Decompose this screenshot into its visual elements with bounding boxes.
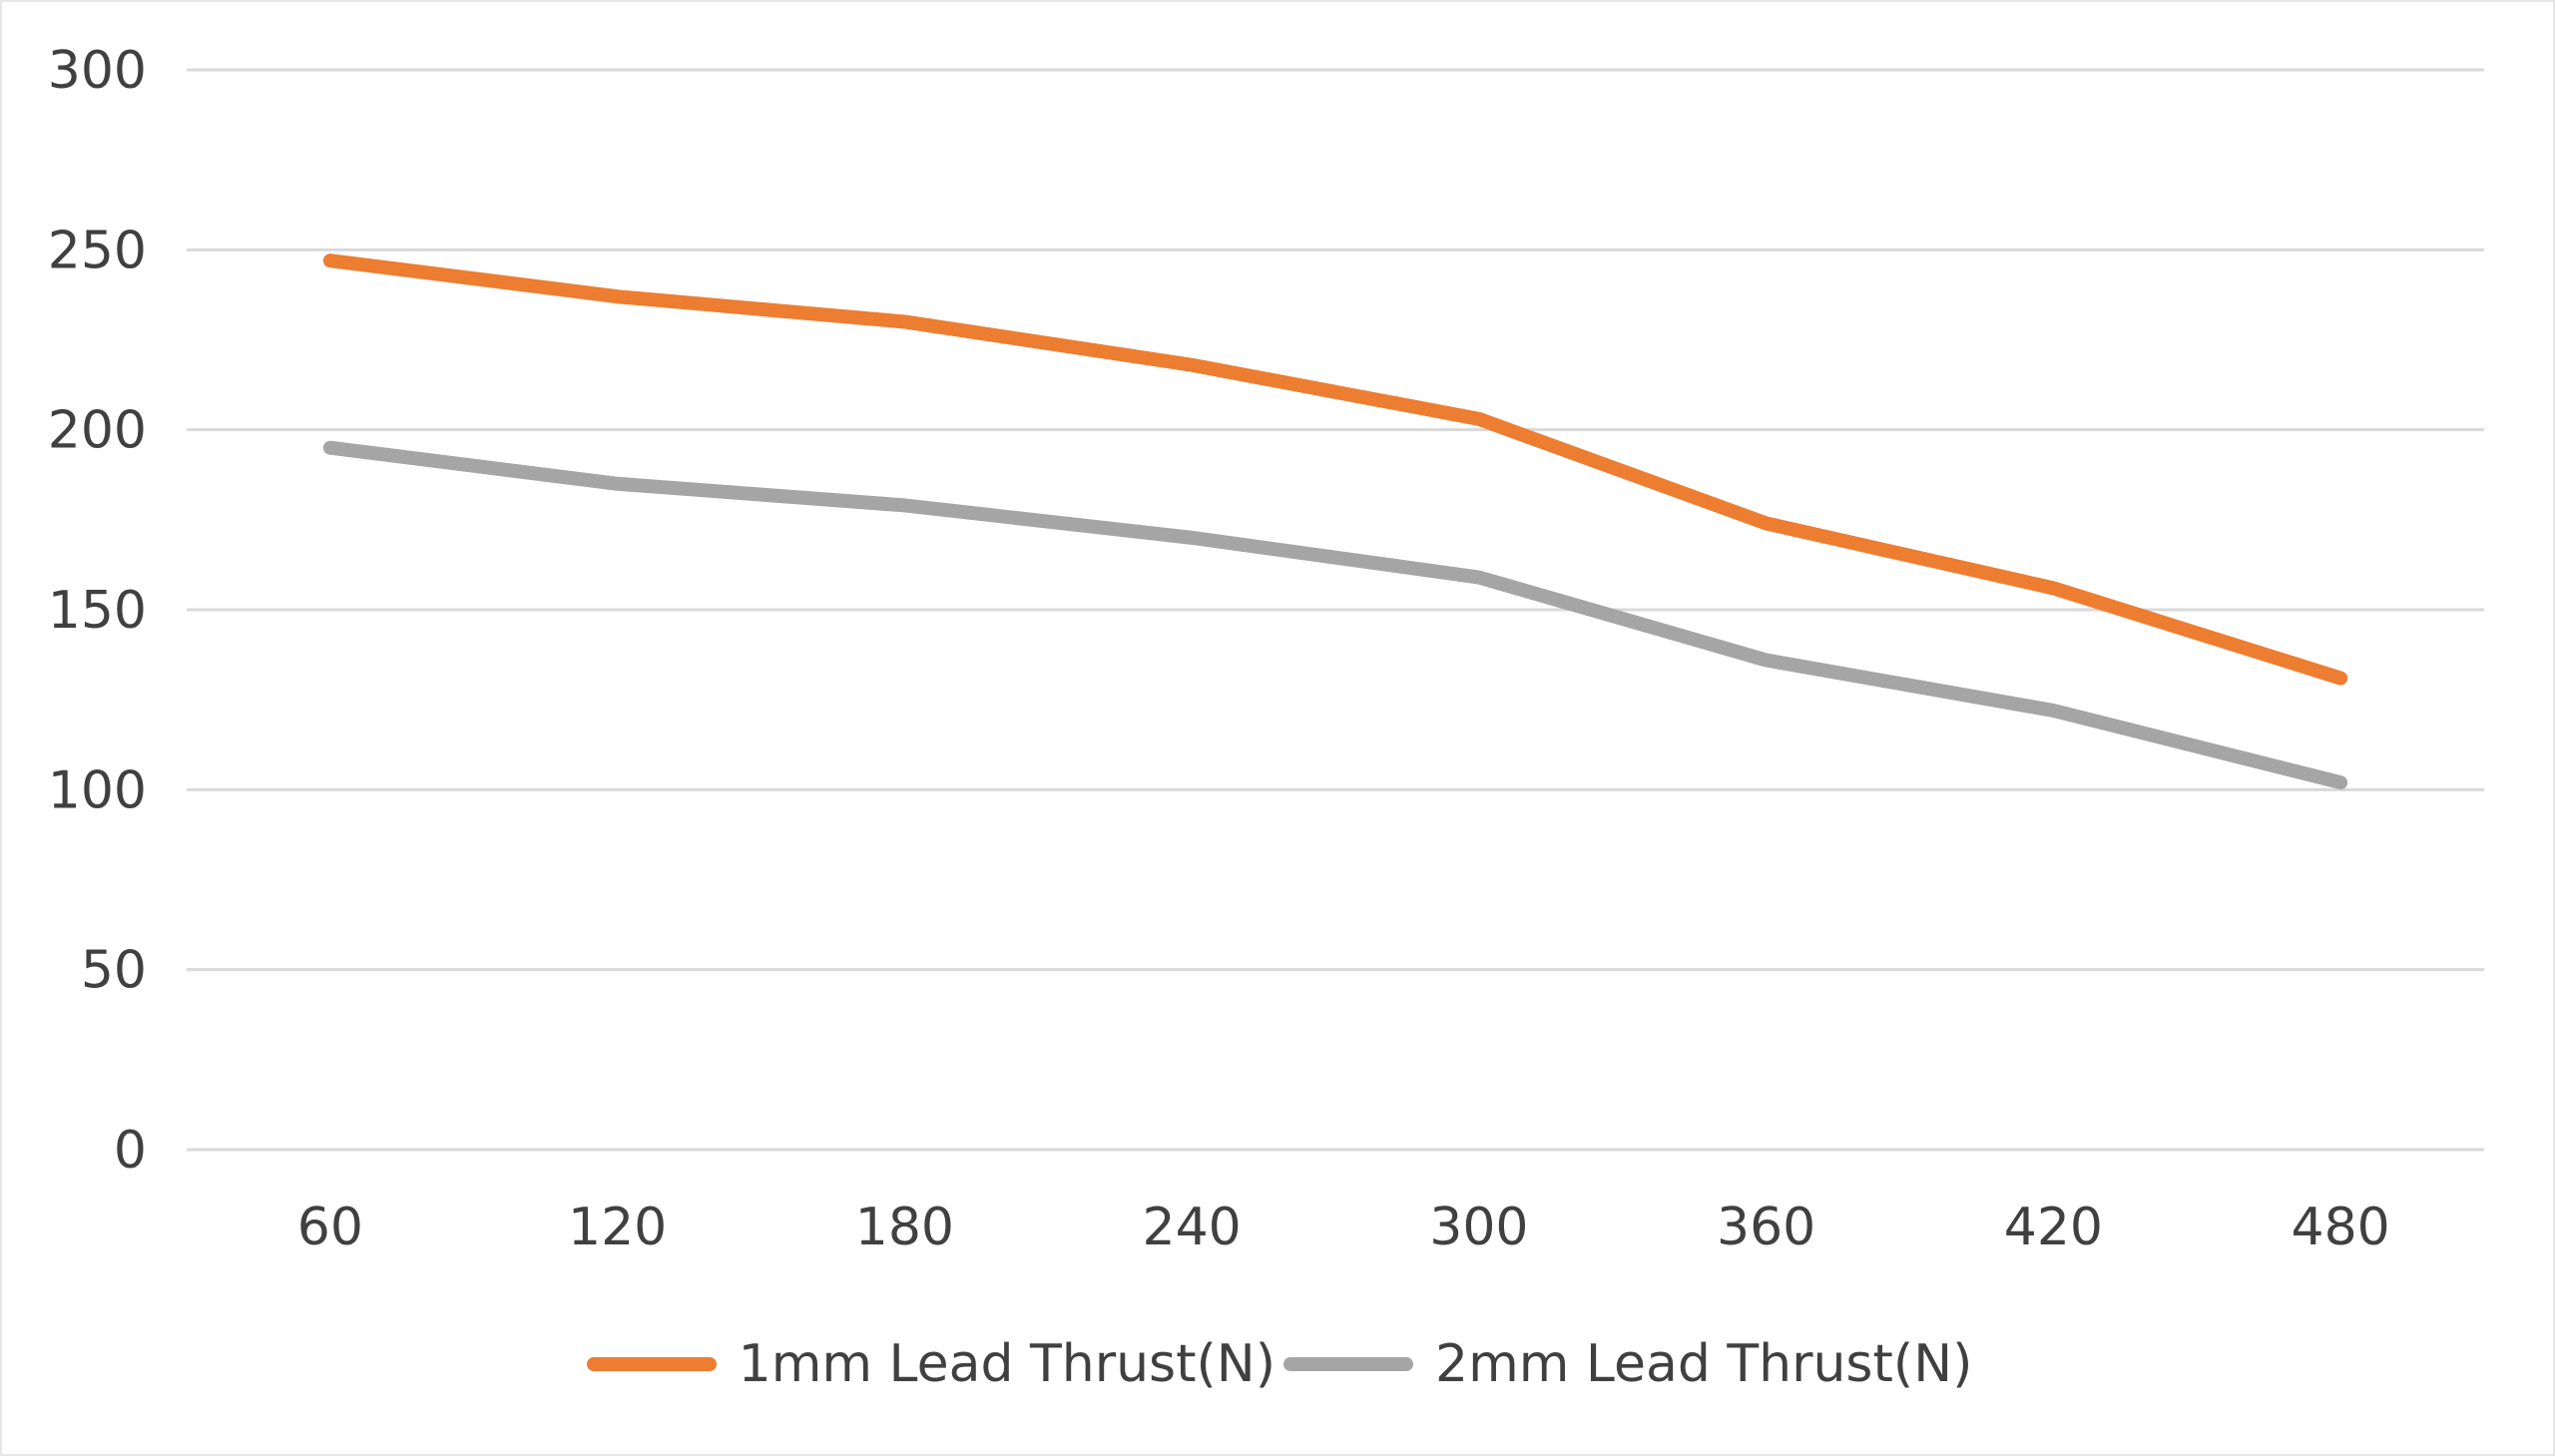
y-tick-label: 200 bbox=[48, 401, 147, 461]
legend-swatch-series-1 bbox=[586, 1357, 717, 1371]
y-axis-ticks: 0 50 100 150 200 250 300 bbox=[48, 41, 147, 1181]
y-tick-label: 50 bbox=[81, 941, 147, 1001]
legend: 1mm Lead Thrust(N) 2mm Lead Thrust(N) bbox=[2, 1324, 2555, 1404]
series-line-1 bbox=[322, 253, 2348, 686]
x-tick-label: 360 bbox=[1717, 1198, 1815, 1257]
y-tick-label: 100 bbox=[48, 760, 147, 820]
legend-swatch-series-2 bbox=[1283, 1357, 1413, 1371]
x-axis-ticks: 60 120 180 240 300 360 420 480 bbox=[297, 1198, 2390, 1257]
x-tick-label: 180 bbox=[855, 1198, 954, 1257]
legend-item-series-2[interactable]: 2mm Lead Thrust(N) bbox=[1283, 1334, 1972, 1394]
x-tick-label: 420 bbox=[2004, 1198, 2103, 1257]
y-tick-label: 300 bbox=[48, 41, 147, 101]
x-tick-label: 480 bbox=[2291, 1198, 2389, 1257]
legend-label-series-1: 1mm Lead Thrust(N) bbox=[738, 1334, 1276, 1394]
y-tick-label: 0 bbox=[114, 1121, 147, 1181]
series-line-2 bbox=[322, 440, 2348, 790]
series-lines bbox=[322, 253, 2348, 790]
gridlines bbox=[187, 68, 2484, 1152]
x-tick-label: 60 bbox=[297, 1198, 363, 1257]
legend-item-series-1[interactable]: 1mm Lead Thrust(N) bbox=[586, 1334, 1276, 1394]
x-tick-label: 240 bbox=[1142, 1198, 1241, 1257]
x-tick-label: 120 bbox=[568, 1198, 667, 1257]
x-tick-label: 300 bbox=[1429, 1198, 1528, 1257]
y-tick-label: 150 bbox=[48, 581, 147, 641]
y-tick-label: 250 bbox=[48, 221, 147, 280]
legend-label-series-2: 2mm Lead Thrust(N) bbox=[1435, 1334, 1973, 1394]
